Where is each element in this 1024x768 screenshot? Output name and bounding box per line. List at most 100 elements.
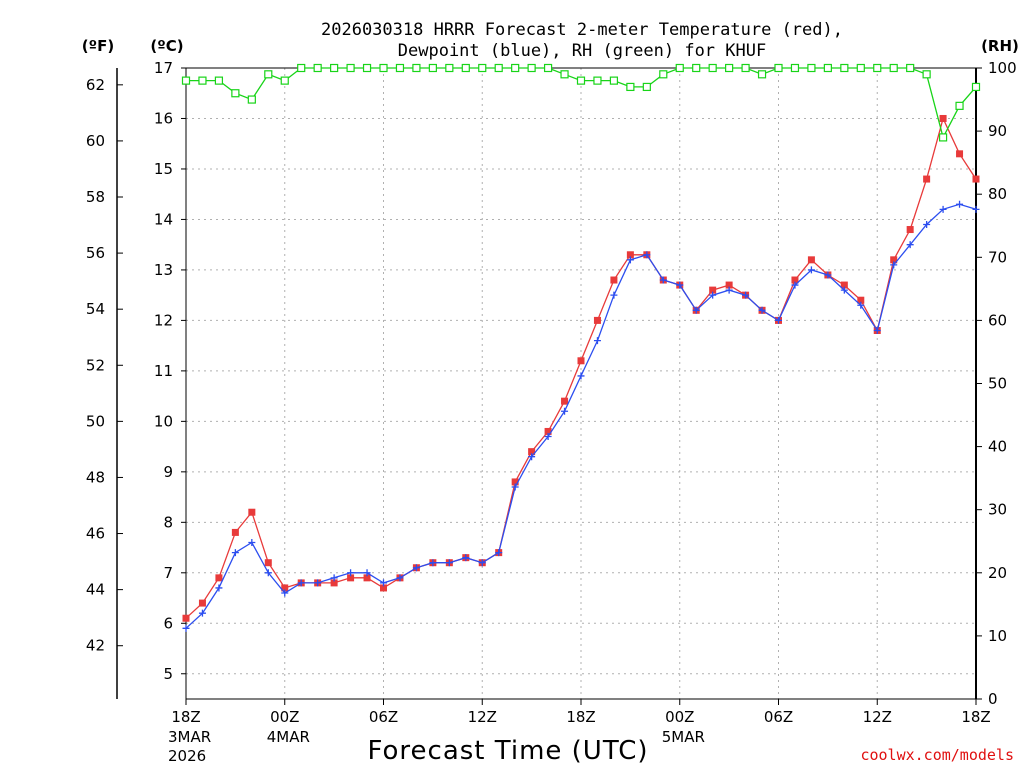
dewpoint-point bbox=[857, 301, 865, 309]
fahrenheit-tick-label: 54 bbox=[86, 300, 105, 318]
time-tick-label: 06Z bbox=[369, 708, 398, 726]
dewpoint-point bbox=[544, 433, 552, 441]
dewpoint-point bbox=[643, 251, 651, 259]
rh-point bbox=[313, 63, 322, 73]
rh-point bbox=[214, 76, 224, 85]
time-tick-date: 4MAR bbox=[267, 728, 310, 746]
temperature-point bbox=[347, 574, 355, 582]
time-tick-label: 06Z bbox=[764, 708, 793, 726]
rh-point bbox=[889, 63, 898, 73]
rh-point bbox=[231, 89, 240, 98]
celsius-tick-label: 12 bbox=[154, 311, 173, 329]
time-tick-year: 2026 bbox=[168, 747, 206, 765]
dewpoint-point bbox=[692, 306, 700, 314]
fahrenheit-tick-label: 56 bbox=[86, 244, 105, 262]
temperature-point bbox=[906, 226, 914, 234]
credit-text: coolwx.com/models bbox=[860, 746, 1014, 764]
temperature-point bbox=[956, 150, 964, 158]
temperature-point bbox=[725, 281, 733, 289]
dewpoint-point bbox=[561, 407, 569, 415]
dewpoint-point bbox=[906, 241, 914, 249]
fahrenheit-ticks: 42 44 46 48 50 52 54 56 58 60 62 bbox=[86, 76, 123, 655]
temperature-point bbox=[248, 508, 256, 516]
fahrenheit-tick-label: 46 bbox=[86, 525, 105, 543]
dewpoint-point bbox=[445, 559, 453, 567]
temperature-point bbox=[610, 276, 618, 284]
rh-ticks: 0 10 20 30 40 50 60 70 80 90 100 bbox=[976, 59, 1017, 708]
celsius-tick-label: 5 bbox=[163, 665, 173, 683]
rh-point bbox=[807, 63, 816, 73]
dewpoint-point bbox=[297, 579, 305, 587]
temperature-point bbox=[264, 559, 272, 567]
dewpoint-point bbox=[873, 326, 881, 334]
rh-point bbox=[757, 70, 767, 79]
rh-point bbox=[955, 101, 964, 110]
dewpoint-point bbox=[231, 549, 239, 557]
dewpoint-point bbox=[429, 559, 437, 567]
celsius-tick-label: 8 bbox=[163, 513, 173, 531]
temperature-point bbox=[939, 114, 947, 122]
temperature-point bbox=[857, 296, 865, 304]
temperature-point bbox=[890, 256, 898, 264]
rh-point bbox=[280, 76, 289, 85]
rh-point bbox=[790, 63, 800, 73]
dewpoint-point bbox=[956, 200, 964, 208]
dewpoint-point bbox=[939, 205, 947, 213]
dewpoint-point bbox=[923, 220, 931, 228]
rh-point bbox=[823, 63, 832, 73]
dewpoint-point bbox=[626, 256, 634, 264]
dewpoint-point bbox=[478, 559, 486, 567]
rh-point bbox=[445, 63, 454, 73]
dewpoint-point bbox=[610, 291, 618, 299]
dewpoint-point bbox=[248, 539, 256, 547]
title-line-1: 2026030318 HRRR Forecast 2-meter Tempera… bbox=[321, 20, 843, 40]
rh-point bbox=[330, 63, 339, 73]
rh-point bbox=[576, 76, 586, 85]
dewpoint-point bbox=[676, 281, 684, 289]
fahrenheit-tick-label: 48 bbox=[86, 468, 105, 486]
dewpoint-point bbox=[807, 266, 815, 274]
temperature-point bbox=[709, 286, 717, 294]
rh-tick-label: 90 bbox=[988, 122, 1007, 140]
rh-axis-label: (RH) bbox=[981, 37, 1019, 55]
rh-point bbox=[560, 70, 569, 79]
time-tick-label: 12Z bbox=[468, 708, 497, 726]
rh-point bbox=[478, 63, 487, 73]
series-dewpoint bbox=[182, 200, 980, 632]
celsius-tick-label: 9 bbox=[163, 463, 173, 481]
rh-point bbox=[938, 133, 948, 142]
temperature-point bbox=[511, 478, 519, 486]
dewpoint-point bbox=[314, 579, 322, 587]
celsius-tick-label: 13 bbox=[154, 261, 173, 279]
dewpoint-point bbox=[890, 261, 898, 269]
fahrenheit-tick-label: 62 bbox=[86, 76, 105, 94]
rh-point bbox=[725, 63, 734, 73]
dewpoint-point bbox=[824, 271, 832, 279]
time-tick-date: 5MAR bbox=[662, 728, 705, 746]
rh-tick-label: 100 bbox=[988, 59, 1017, 77]
dewpoint-point bbox=[775, 316, 782, 324]
rh-point bbox=[741, 63, 750, 73]
temperature-point bbox=[626, 251, 634, 259]
rh-point bbox=[692, 63, 701, 73]
rh-point bbox=[840, 63, 849, 73]
celsius-tick-label: 14 bbox=[154, 210, 173, 228]
dewpoint-point bbox=[182, 624, 190, 632]
dewpoint-point bbox=[347, 569, 355, 577]
fahrenheit-tick-label: 60 bbox=[86, 132, 105, 150]
time-tick-label: 18Z bbox=[961, 708, 990, 726]
celsius-axis-label: (ºC) bbox=[150, 37, 183, 55]
dewpoint-point bbox=[528, 453, 536, 461]
temperature-point bbox=[198, 599, 206, 607]
dewpoint-point bbox=[412, 564, 420, 572]
rh-point bbox=[971, 82, 981, 92]
time-tick-label: 00Z bbox=[270, 708, 299, 726]
dewpoint-point bbox=[709, 291, 717, 299]
temperature-point bbox=[281, 584, 289, 592]
rh-point bbox=[362, 63, 372, 73]
dewpoint-point bbox=[363, 569, 371, 577]
rh-point bbox=[198, 76, 207, 85]
rh-point bbox=[609, 76, 619, 85]
dewpoint-point bbox=[840, 286, 848, 294]
